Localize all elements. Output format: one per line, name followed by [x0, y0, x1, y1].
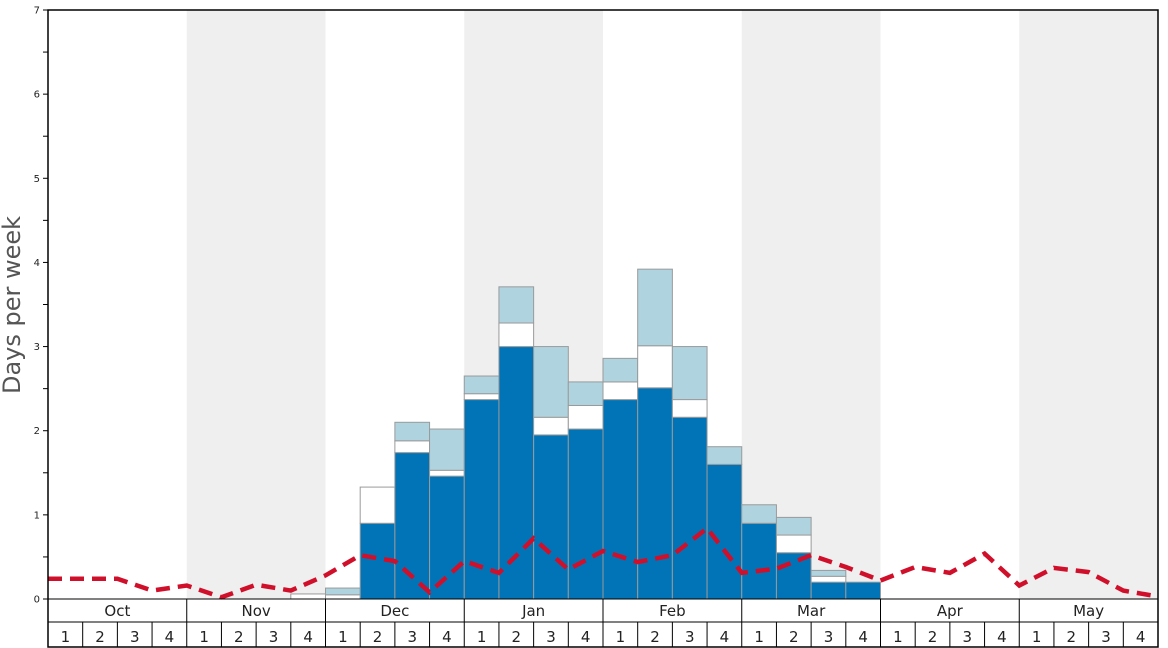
week-label: 4 [997, 628, 1007, 646]
x-axis: Oct Nov Dec Jan Feb Mar Apr May 1 2 3 4 1 2 3 4 1 2 3 4 1 2 3 4… [48, 599, 1158, 647]
bar-segment-light [533, 346, 569, 418]
y-tick-label: 6 [34, 90, 40, 101]
week-label: 3 [130, 628, 140, 646]
y-tick-label: 7 [34, 6, 40, 17]
week-label: 2 [95, 628, 105, 646]
week-label: 3 [962, 628, 972, 646]
bar-segment-white [533, 416, 569, 436]
bar-segment-dark [498, 346, 535, 600]
bar-segment-dark [671, 416, 708, 600]
week-label: 2 [234, 628, 244, 646]
bar-segment-light [498, 286, 535, 324]
month-band-nov [186, 10, 326, 599]
y-tick-label: 0 [34, 595, 40, 606]
month-band-mar [741, 10, 881, 599]
week-label: 3 [407, 628, 417, 646]
week-label: 1 [477, 628, 487, 646]
bar-segment-dark [429, 475, 465, 600]
week-label: 3 [1101, 628, 1111, 646]
month-label-jan: Jan [521, 602, 545, 620]
week-label: 4 [1136, 628, 1146, 646]
week-label: 4 [303, 628, 313, 646]
y-tick-label: 1 [34, 510, 40, 521]
y-tick-label: 3 [34, 342, 40, 353]
bar-segment-dark [602, 399, 639, 600]
week-label: 3 [824, 628, 834, 646]
week-label: 2 [1067, 628, 1077, 646]
week-label: 4 [581, 628, 591, 646]
y-tick-label: 4 [34, 258, 40, 269]
week-label: 2 [789, 628, 799, 646]
bar-segment-light [325, 587, 361, 596]
bar-segment-white [359, 486, 396, 524]
month-label-nov: Nov [241, 602, 270, 620]
month-label-feb: Feb [659, 602, 686, 620]
week-label: 4 [442, 628, 452, 646]
month-label-oct: Oct [104, 602, 130, 620]
bar-segment-dark [567, 428, 604, 600]
bar-segment-white [602, 381, 639, 401]
bar-segment-dark [810, 581, 847, 600]
week-label: 1 [199, 628, 209, 646]
week-label: 2 [928, 628, 938, 646]
week-label: 1 [61, 628, 71, 646]
week-label: 1 [893, 628, 903, 646]
bar-segment-white [290, 593, 326, 600]
dashed-line-series [48, 525, 1159, 600]
week-label: 1 [1032, 628, 1042, 646]
week-label: 1 [616, 628, 626, 646]
bar-segment-light [429, 428, 465, 471]
bar-segment-white [325, 594, 361, 600]
y-tick-label: 5 [34, 174, 40, 185]
bar-segment-light [567, 381, 604, 406]
y-axis: 0 1 2 3 4 5 6 7 [34, 6, 48, 606]
week-label: 2 [512, 628, 522, 646]
bar-segment-white [498, 322, 535, 348]
y-tick-label: 2 [34, 426, 40, 437]
bar-segment-white [567, 404, 604, 430]
bar-segment-light [394, 421, 431, 442]
y-axis-label: Days per week [0, 216, 26, 394]
bar-segment-dark [741, 522, 777, 600]
bar-segment-white [429, 469, 465, 477]
bar-segment-light [706, 446, 743, 465]
week-label: 4 [858, 628, 868, 646]
week-label: 3 [685, 628, 695, 646]
week-label: 1 [754, 628, 764, 646]
dashed-line [48, 525, 1159, 600]
week-label: 4 [165, 628, 175, 646]
month-label-dec: Dec [380, 602, 409, 620]
week-label: 4 [720, 628, 730, 646]
bar-segment-white [810, 575, 847, 583]
bar-segment-light [637, 268, 673, 347]
bar-segment-dark [775, 552, 812, 600]
bar-segment-white [394, 440, 431, 454]
bar-segment-dark [533, 434, 569, 600]
bar-segment-light [671, 346, 708, 401]
bar-segment-white [775, 534, 812, 554]
bar-segment-light [775, 516, 812, 536]
week-label: 2 [650, 628, 660, 646]
month-label-may: May [1073, 602, 1104, 620]
bar-segment-white [463, 393, 500, 401]
week-label: 1 [338, 628, 348, 646]
bar-segment-white [637, 345, 673, 389]
week-label: 2 [373, 628, 383, 646]
bar-segment-dark [845, 581, 881, 600]
month-label-apr: Apr [937, 602, 964, 620]
bar-segment-white [671, 399, 708, 418]
bar-segment-dark [637, 387, 673, 600]
week-label: 3 [269, 628, 279, 646]
month-band-may [1019, 10, 1158, 599]
month-label-mar: Mar [797, 602, 826, 620]
bar-segment-light [463, 375, 500, 395]
bar-segment-light [602, 357, 639, 383]
bar-segment-dark [706, 463, 743, 600]
bar-segment-light [810, 569, 847, 577]
bar-segment-light [741, 504, 777, 524]
week-label: 3 [546, 628, 556, 646]
